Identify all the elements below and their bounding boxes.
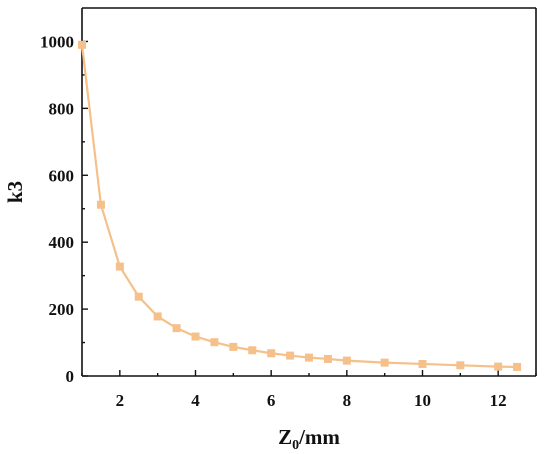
data-point (342, 356, 351, 365)
x-axis-title-unit: /mm (298, 425, 340, 449)
data-point (153, 312, 162, 321)
y-tick-label: 1000 (40, 32, 74, 51)
data-point (513, 362, 522, 371)
data-point (286, 351, 295, 360)
x-ticks: 2 4 6 8 10 12 (81, 370, 537, 410)
axes (81, 7, 537, 377)
data-point (494, 362, 503, 371)
y-tick-label: 400 (49, 233, 75, 252)
data-point (323, 354, 332, 363)
x-axis-title: Z0/mm (278, 425, 340, 453)
series-line (80, 44, 518, 369)
data-point (78, 40, 86, 49)
series-layer (78, 40, 522, 371)
data-point (418, 359, 427, 368)
y-tick-label: 600 (49, 166, 75, 185)
x-tick-label: 4 (191, 391, 200, 410)
x-axis-title-main: Z (278, 425, 292, 449)
data-point (305, 353, 313, 362)
y-ticks: 0 200 400 600 800 1000 (40, 32, 88, 386)
data-point (248, 346, 257, 355)
data-point (115, 262, 124, 271)
x-tick-label: 8 (343, 391, 352, 410)
x-tick-label: 10 (414, 391, 431, 410)
y-tick-label: 0 (66, 367, 75, 386)
data-point (172, 324, 181, 333)
data-point (191, 332, 200, 341)
x-tick-label: 6 (267, 391, 276, 410)
data-point (267, 349, 276, 358)
data-point (134, 292, 143, 301)
data-point (380, 358, 389, 367)
y-axis-title: k3 (3, 181, 27, 203)
data-point (229, 342, 238, 351)
y-tick-label: 800 (49, 99, 75, 118)
x-axis-title-subscript: 0 (292, 438, 299, 453)
data-point (210, 338, 219, 347)
y-tick-label: 200 (49, 300, 75, 319)
data-point (96, 200, 105, 209)
x-tick-label: 12 (490, 391, 507, 410)
x-tick-label: 2 (116, 391, 125, 410)
data-point (456, 361, 465, 370)
